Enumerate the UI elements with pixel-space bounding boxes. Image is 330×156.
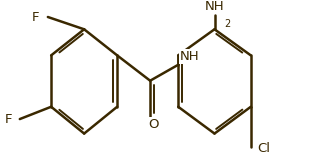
Text: Cl: Cl xyxy=(257,141,270,155)
Text: O: O xyxy=(148,118,159,131)
Text: F: F xyxy=(5,113,13,126)
Text: 2: 2 xyxy=(224,19,231,29)
Text: NH: NH xyxy=(180,50,199,63)
Text: F: F xyxy=(32,11,40,24)
Text: NH: NH xyxy=(205,0,224,13)
